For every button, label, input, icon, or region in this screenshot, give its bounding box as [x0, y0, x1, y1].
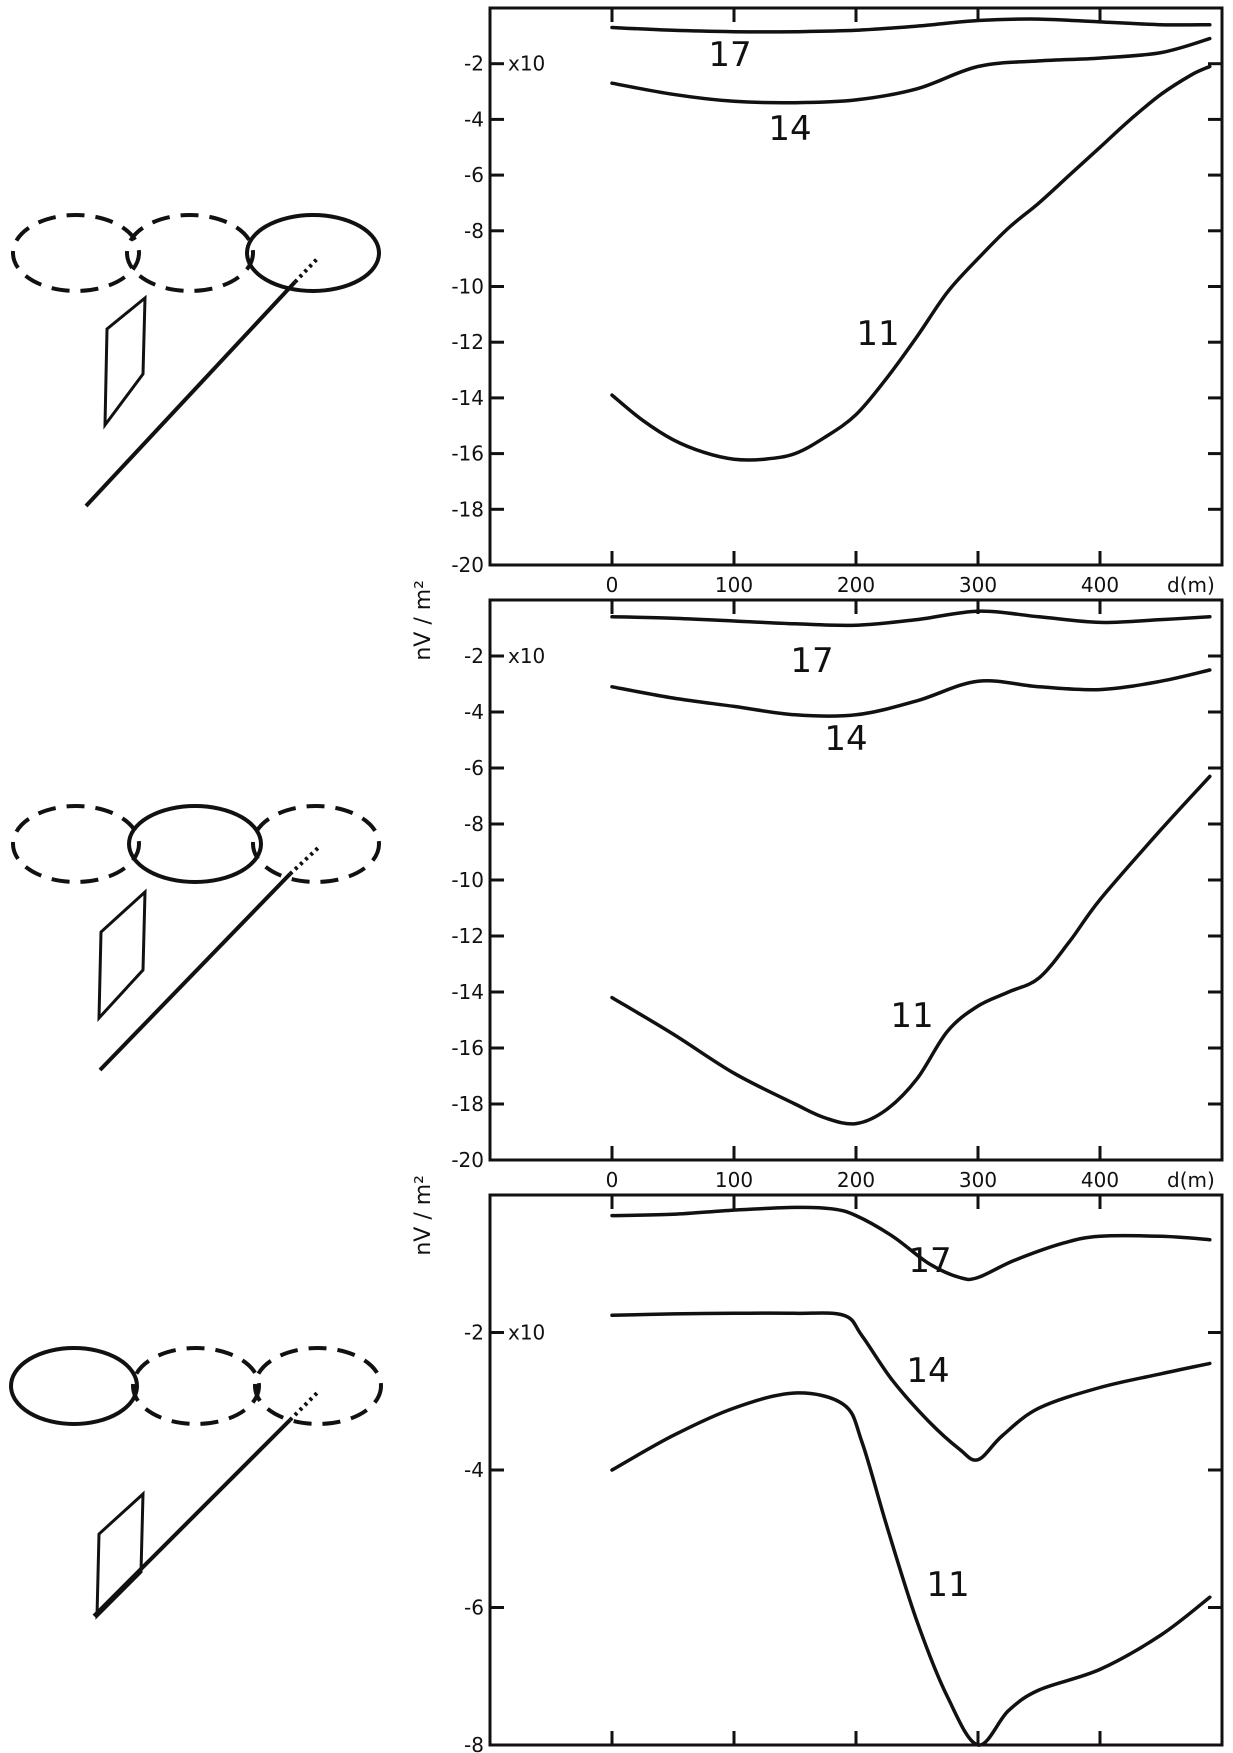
multiplier-label: x10	[508, 644, 545, 668]
x-tick-label: 100	[715, 573, 753, 597]
y-tick-label: -16	[451, 442, 484, 466]
x-tick-label: 0	[606, 573, 619, 597]
x-axis-label: d(m)	[1167, 1168, 1215, 1192]
y-tick-label: -16	[451, 1036, 484, 1060]
plot-frame	[488, 598, 1224, 1162]
y-tick-label: -4	[464, 700, 484, 724]
y-tick-label: -6	[464, 163, 484, 187]
series-label-17: 17	[790, 641, 833, 681]
schematic-icons	[9, 213, 383, 1620]
x-tick-label: 200	[837, 573, 875, 597]
y-tick-label: -14	[451, 386, 484, 410]
y-tick-label: -12	[451, 924, 484, 948]
series-label-17: 17	[708, 35, 751, 75]
series-line-14	[610, 36, 1212, 105]
loop-schematic-icon-top	[11, 213, 381, 508]
y-tick-label: -8	[464, 812, 484, 836]
y-tick-label: -2	[464, 52, 484, 76]
chart-panel-middle: 0 100 200 300 400 d(m) -2 x10 -4 -6 -8 -10 -12 -14 -16…	[411, 598, 1224, 1256]
chart-panel-bottom: -2 x10 -4 -6 -8 17 14 11	[464, 1193, 1224, 1753]
series-label-11: 11	[856, 314, 899, 354]
series-line-11	[610, 1391, 1212, 1747]
series-line-14	[610, 1311, 1212, 1462]
y-tick-label: -10	[451, 868, 484, 892]
series-label-17: 17	[908, 1241, 951, 1281]
y-tick-label: -4	[464, 107, 484, 131]
series-line-17	[610, 609, 1212, 628]
x-tick-label: 200	[837, 1168, 875, 1192]
series-label-11: 11	[926, 1565, 969, 1605]
multiplier-label: x10	[508, 1321, 545, 1345]
series-label-11: 11	[890, 996, 933, 1036]
y-tick-label: -8	[464, 219, 484, 243]
y-tick-label: -2	[464, 1321, 484, 1345]
series-line-14	[610, 668, 1212, 718]
y-tick-label: -12	[451, 330, 484, 354]
series-line-11	[610, 774, 1212, 1126]
series-label-14: 14	[768, 109, 811, 149]
series-label-14: 14	[906, 1351, 949, 1391]
series-label-14: 14	[824, 719, 867, 759]
series-line-17	[610, 1205, 1212, 1282]
x-tick-label: 100	[715, 1168, 753, 1192]
y-axis-unit-label: nV / m²	[411, 580, 436, 661]
x-tick-label: 300	[959, 1168, 997, 1192]
y-tick-label: -10	[451, 275, 484, 299]
plot-frame	[488, 6, 1224, 567]
x-tick-label: 0	[606, 1168, 619, 1192]
x-tick-label: 400	[1081, 1168, 1119, 1192]
charts: 0 100 200 300 400 d(m) -2 x10 -4 -6 -8 -10 -12 -14 -16…	[411, 6, 1224, 1753]
y-tick-label: -8	[464, 1733, 484, 1753]
x-axis-label: d(m)	[1167, 573, 1215, 597]
multiplier-label: x10	[508, 52, 545, 76]
x-tick-label: 300	[959, 573, 997, 597]
y-tick-label: -20	[451, 553, 484, 577]
y-tick-label: -2	[464, 644, 484, 668]
y-axis-unit-label: nV / m²	[411, 1175, 436, 1256]
loop-schematic-icon-middle	[11, 804, 381, 1072]
chart-panel-top: 0 100 200 300 400 d(m) -2 x10 -4 -6 -8 -10 -12 -14 -16…	[411, 6, 1224, 661]
y-tick-label: -6	[464, 1596, 484, 1620]
y-tick-label: -6	[464, 756, 484, 780]
loop-schematic-icon-bottom	[9, 1346, 383, 1620]
series-line-17	[610, 17, 1212, 34]
y-tick-label: -20	[451, 1148, 484, 1172]
series-line-11	[610, 64, 1212, 462]
x-tick-label: 400	[1081, 573, 1119, 597]
y-tick-label: -18	[451, 497, 484, 521]
y-tick-label: -14	[451, 980, 484, 1004]
y-tick-label: -18	[451, 1092, 484, 1116]
y-tick-label: -4	[464, 1458, 484, 1482]
